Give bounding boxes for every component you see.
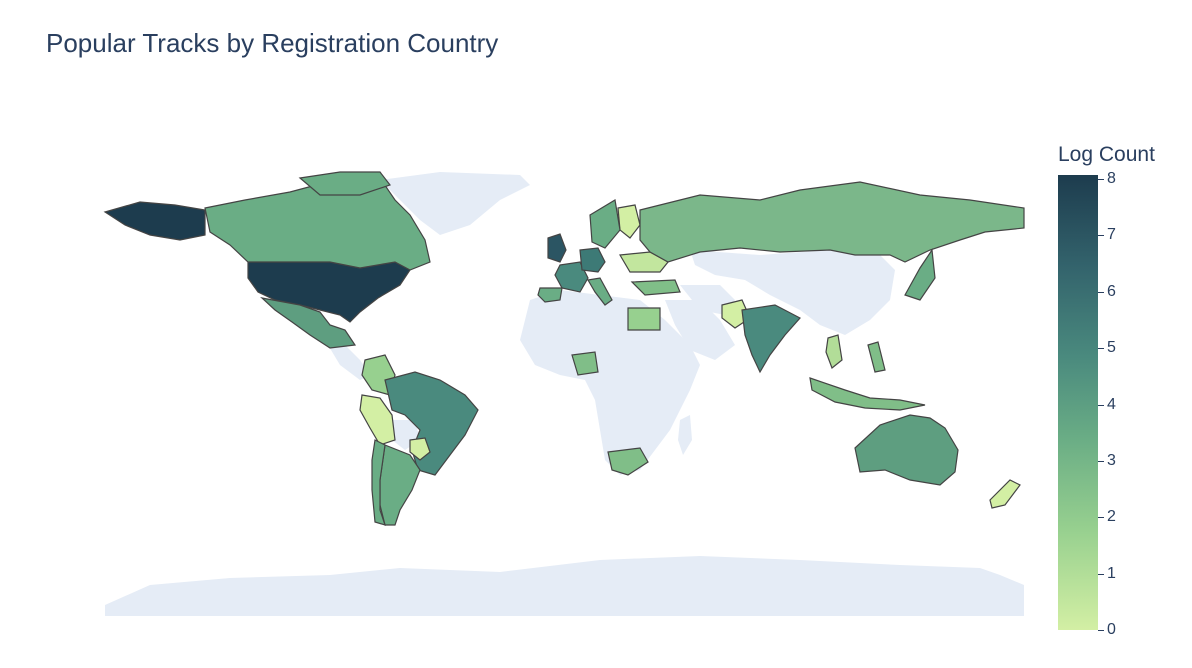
country-mexico [260,297,357,349]
land-iran [680,285,735,315]
country-finland [617,204,641,239]
land-base [105,172,1024,616]
country-germany [579,247,606,273]
colorbar-tick-mark [1098,348,1104,350]
colorbar-tick-label: 8 [1107,170,1116,187]
colorbar [1058,175,1098,630]
countries [103,171,1025,526]
country-india [741,304,801,374]
land-antarctica [105,556,1024,616]
land-africa [520,290,700,475]
colorbar-tick-label: 2 [1107,508,1116,526]
country-canada-islands [298,171,391,196]
country-brazil [384,371,479,476]
country-vietnam [825,334,843,369]
colorbar-tick-mark [1098,404,1104,406]
colorbar-title: Log Count [1058,143,1155,166]
land-arabia [665,300,735,360]
colorbar-tick-label: 5 [1107,339,1116,357]
country-uk [547,233,567,263]
colorbar-tick-label: 6 [1107,282,1116,300]
colorbar-tick-mark [1098,179,1104,180]
colorbar-tick-mark [1098,291,1104,293]
country-turkey [630,279,681,296]
country-usa-alaska [103,201,206,241]
land-asia [690,250,895,335]
colorbar-tick-mark [1098,573,1104,575]
colorbar-tick-mark [1098,460,1104,462]
land-central-america [325,340,370,380]
colorbar-tick-label: 0 [1107,621,1116,638]
country-chile [371,439,386,526]
country-italy [587,277,613,306]
country-sweden [589,199,621,249]
country-south-africa [607,447,649,476]
country-egypt [627,307,661,331]
colorbar-tick-mark [1098,517,1104,519]
colorbar-tick-mark [1098,235,1104,237]
colorbar-tick-label: 1 [1107,564,1116,582]
country-france [554,261,589,293]
country-indonesia [809,377,926,411]
colorbar-tick-mark [1098,630,1104,631]
country-japan [904,248,936,301]
land-greenland [380,172,530,235]
colorbar-tick-label: 4 [1107,395,1116,413]
country-australia [854,414,959,486]
country-nigeria [571,351,599,376]
country-philippines [867,341,886,373]
colorbar-tick-label: 3 [1107,451,1116,469]
country-russia [639,181,1025,263]
country-new-zealand [989,479,1021,509]
country-ukraine [619,251,669,273]
land-madagascar [678,415,692,455]
colorbar-tick-label: 7 [1107,226,1116,244]
chart-title: Popular Tracks by Registration Country [46,28,499,58]
country-peru [359,394,396,446]
country-spain [537,287,563,303]
country-paraguay [409,437,431,461]
country-usa [247,261,411,323]
